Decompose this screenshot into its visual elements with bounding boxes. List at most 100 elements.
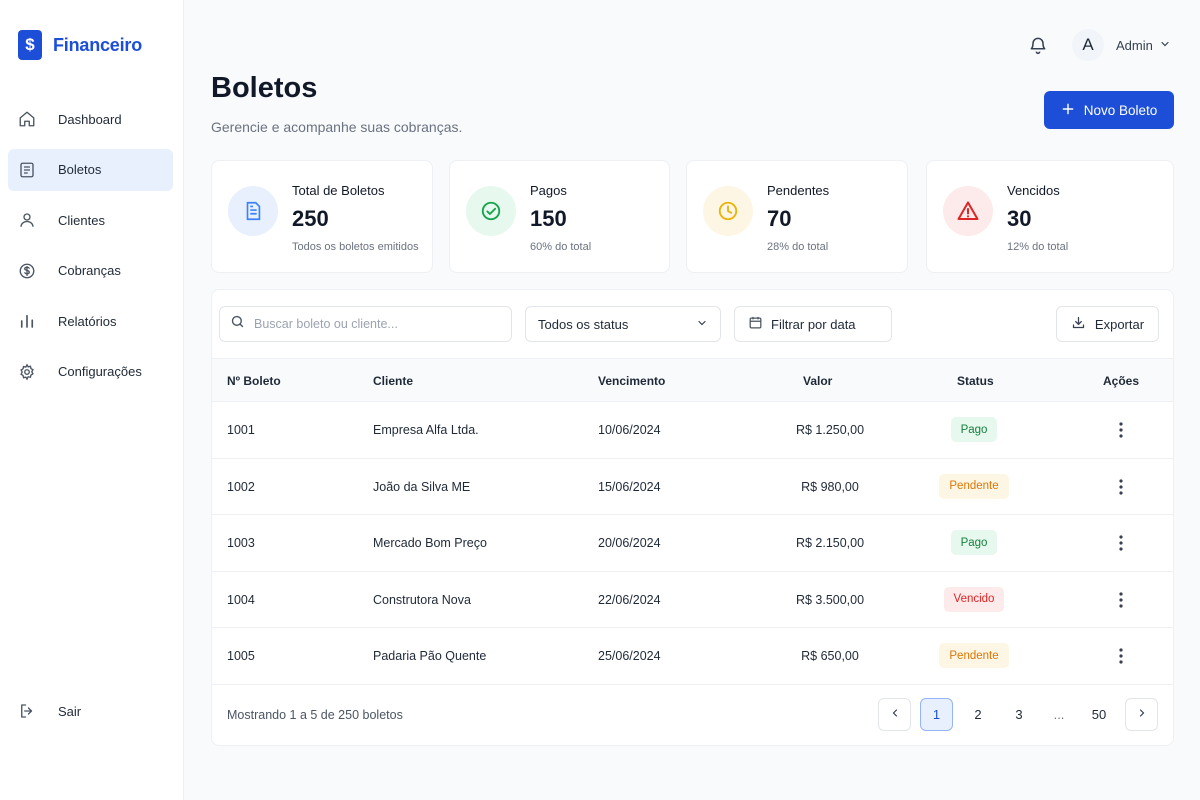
logout-label: Sair <box>58 703 82 719</box>
cell-vencimento: 10/06/2024 <box>598 423 661 437</box>
pagination-summary: Mostrando 1 a 5 de 250 boletos <box>227 708 403 722</box>
more-actions-icon[interactable] <box>1112 589 1130 611</box>
more-actions-icon[interactable] <box>1112 532 1130 554</box>
logout-icon <box>18 702 36 720</box>
status-badge: Pago <box>950 417 998 442</box>
cell-valor: R$ 2.150,00 <box>795 536 865 550</box>
column-header-vencimento[interactable]: Vencimento <box>598 374 666 388</box>
column-header-acoes: Ações <box>1103 374 1140 388</box>
table-header: Nº Boleto Cliente Vencimento Valor Statu… <box>212 358 1173 402</box>
new-boleto-label: Novo Boleto <box>1083 102 1158 118</box>
card-subtitle: 12% do total <box>1007 241 1069 253</box>
card-subtitle: 60% do total <box>530 241 592 253</box>
sidebar-item-dashboard[interactable]: Dashboard <box>8 98 173 140</box>
sidebar-nav: Dashboard Boletos Clientes Cobranças Rel… <box>8 98 173 401</box>
cell-valor: R$ 980,00 <box>801 479 859 494</box>
dollar-document-icon: $ <box>18 30 42 60</box>
summary-card-pagos: Pagos 150 60% do total <box>449 160 670 273</box>
logout-button[interactable]: Sair <box>18 702 81 720</box>
user-name: Admin <box>1116 38 1153 53</box>
chevron-right-icon <box>1136 707 1148 722</box>
card-subtitle: 28% do total <box>767 241 829 253</box>
calendar-icon <box>748 315 763 333</box>
cell-cliente: Construtora Nova <box>373 592 471 607</box>
sidebar-item-label: Boletos <box>58 162 102 177</box>
column-header-status[interactable]: Status <box>957 374 994 388</box>
page-subtitle: Gerencie e acompanhe suas cobranças. <box>211 119 463 135</box>
card-title: Vencidos <box>1007 183 1060 198</box>
date-filter-button[interactable]: Filtrar por data <box>734 306 892 342</box>
pagination-page-50[interactable]: 50 <box>1091 707 1107 722</box>
sidebar-item-configuracoes[interactable]: Configurações <box>8 351 173 393</box>
pagination-page-2[interactable]: 2 <box>974 707 982 722</box>
date-filter-label: Filtrar por data <box>771 316 856 332</box>
export-button[interactable]: Exportar <box>1056 306 1159 342</box>
dollar-circle-icon <box>18 262 36 280</box>
page-title: Boletos <box>211 72 318 104</box>
sidebar-item-label: Clientes <box>58 212 105 228</box>
cell-cliente: Mercado Bom Preço <box>373 536 487 550</box>
new-boleto-button[interactable]: Novo Boleto <box>1044 91 1174 129</box>
status-select[interactable]: Todos os status <box>525 306 721 342</box>
status-badge: Pendente <box>939 643 1009 668</box>
cell-valor: R$ 1.250,00 <box>795 423 865 437</box>
cell-numero: 1002 <box>227 479 255 494</box>
table-row[interactable]: 1004 Construtora Nova 22/06/2024 R$ 3.500,0… <box>212 572 1173 628</box>
user-menu[interactable]: Admin <box>1116 38 1171 53</box>
card-title: Total de Boletos <box>292 183 385 198</box>
warning-icon <box>943 186 993 236</box>
pagination-page-3[interactable]: 3 <box>1015 707 1023 722</box>
table-row[interactable]: 1001 Empresa Alfa Ltda. 10/06/2024 R$ 1.250… <box>212 402 1173 459</box>
more-actions-icon[interactable] <box>1112 476 1130 498</box>
cell-vencimento: 25/06/2024 <box>598 649 661 663</box>
card-value: 30 <box>1007 206 1032 231</box>
download-icon <box>1071 315 1086 333</box>
avatar[interactable]: A <box>1072 29 1104 61</box>
column-header-valor[interactable]: Valor <box>803 374 833 388</box>
table-row[interactable]: 1003 Mercado Bom Preço 20/06/2024 R$ 2.150,… <box>212 515 1173 572</box>
column-header-cliente[interactable]: Cliente <box>373 374 414 388</box>
table-row[interactable]: 1005 Padaria Pão Quente 25/06/2024 R$ 650,0… <box>212 628 1173 685</box>
search-input[interactable] <box>254 317 494 331</box>
export-label: Exportar <box>1094 316 1145 332</box>
sidebar-item-boletos[interactable]: Boletos <box>8 148 173 191</box>
cell-cliente: Padaria Pão Quente <box>373 649 487 663</box>
pagination-page-1[interactable]: 1 <box>920 698 953 731</box>
more-actions-icon[interactable] <box>1112 645 1130 667</box>
cell-vencimento: 20/06/2024 <box>598 536 661 550</box>
brand-name: Financeiro <box>53 34 143 55</box>
status-badge: Pendente <box>939 473 1009 499</box>
cell-numero: 1001 <box>227 423 255 437</box>
notification-bell-icon[interactable] <box>1028 35 1048 55</box>
sidebar-item-label: Cobranças <box>58 263 121 278</box>
document-icon <box>18 161 36 179</box>
cell-numero: 1005 <box>227 649 255 663</box>
pagination-next-button[interactable] <box>1125 698 1158 731</box>
status-select-value: Todos os status <box>538 316 629 332</box>
card-value: 150 <box>530 206 567 231</box>
chevron-down-icon <box>696 317 708 332</box>
bar-chart-icon <box>18 312 36 330</box>
cell-cliente: João da Silva ME <box>373 479 471 494</box>
summary-card-total: Total de Boletos 250 Todos os boletos em… <box>211 160 433 273</box>
pagination-prev-button[interactable] <box>878 698 911 731</box>
sidebar-item-label: Relatórios <box>58 313 117 329</box>
cell-vencimento: 22/06/2024 <box>598 592 661 607</box>
sidebar-item-clientes[interactable]: Clientes <box>8 199 173 241</box>
card-title: Pendentes <box>767 183 830 198</box>
sidebar-item-relatorios[interactable]: Relatórios <box>8 300 173 342</box>
brand[interactable]: $ Financeiro <box>18 30 142 60</box>
pagination-ellipsis: ... <box>1053 707 1065 722</box>
more-actions-icon[interactable] <box>1112 419 1130 441</box>
chevron-left-icon <box>889 707 901 722</box>
check-circle-icon <box>466 186 516 236</box>
column-header-numero[interactable]: Nº Boleto <box>227 374 281 388</box>
card-value: 250 <box>292 206 329 231</box>
cell-valor: R$ 3.500,00 <box>795 592 865 607</box>
status-badge: Pago <box>950 530 998 555</box>
plus-icon <box>1061 102 1075 119</box>
sidebar-item-cobrancas[interactable]: Cobranças <box>8 250 173 292</box>
table-row[interactable]: 1002 João da Silva ME 15/06/2024 R$ 980,00 P… <box>212 459 1173 515</box>
cell-vencimento: 15/06/2024 <box>598 479 661 494</box>
search-box[interactable] <box>219 306 512 342</box>
